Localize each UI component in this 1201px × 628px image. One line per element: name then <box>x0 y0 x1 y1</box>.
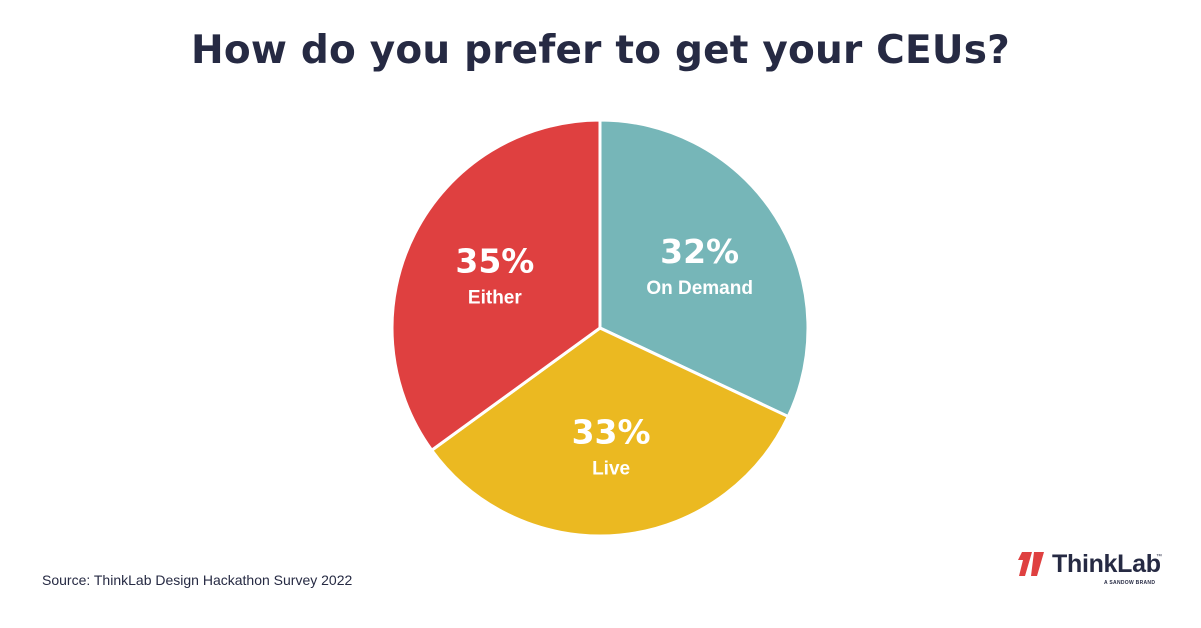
logo-trademark: ™ <box>1156 554 1162 560</box>
thinklab-mark-icon <box>1018 552 1044 576</box>
pie-slice-live <box>430 326 790 538</box>
pie-slices <box>390 118 810 538</box>
source-note: Source: ThinkLab Design Hackathon Survey… <box>42 572 353 588</box>
thinklab-logo: ThinkLab ™ A SANDOW BRAND <box>1016 548 1166 590</box>
pie-slice-either <box>390 118 602 452</box>
pie-slice-on-demand <box>598 118 810 419</box>
logo-wordmark: ThinkLab <box>1052 550 1161 578</box>
slice-value-live: 33% <box>572 412 651 451</box>
slice-value-on-demand: 32% <box>660 232 739 271</box>
slice-label-live: Live <box>592 458 630 479</box>
pie-labels: 32% On Demand 33% Live 35% Either <box>455 232 753 480</box>
slice-label-either: Either <box>468 287 522 308</box>
slice-value-either: 35% <box>455 241 534 280</box>
logo-tagline: A SANDOW BRAND <box>1104 580 1156 586</box>
slice-label-on-demand: On Demand <box>646 278 753 299</box>
chart-title: How do you prefer to get your CEUs? <box>191 28 1010 73</box>
